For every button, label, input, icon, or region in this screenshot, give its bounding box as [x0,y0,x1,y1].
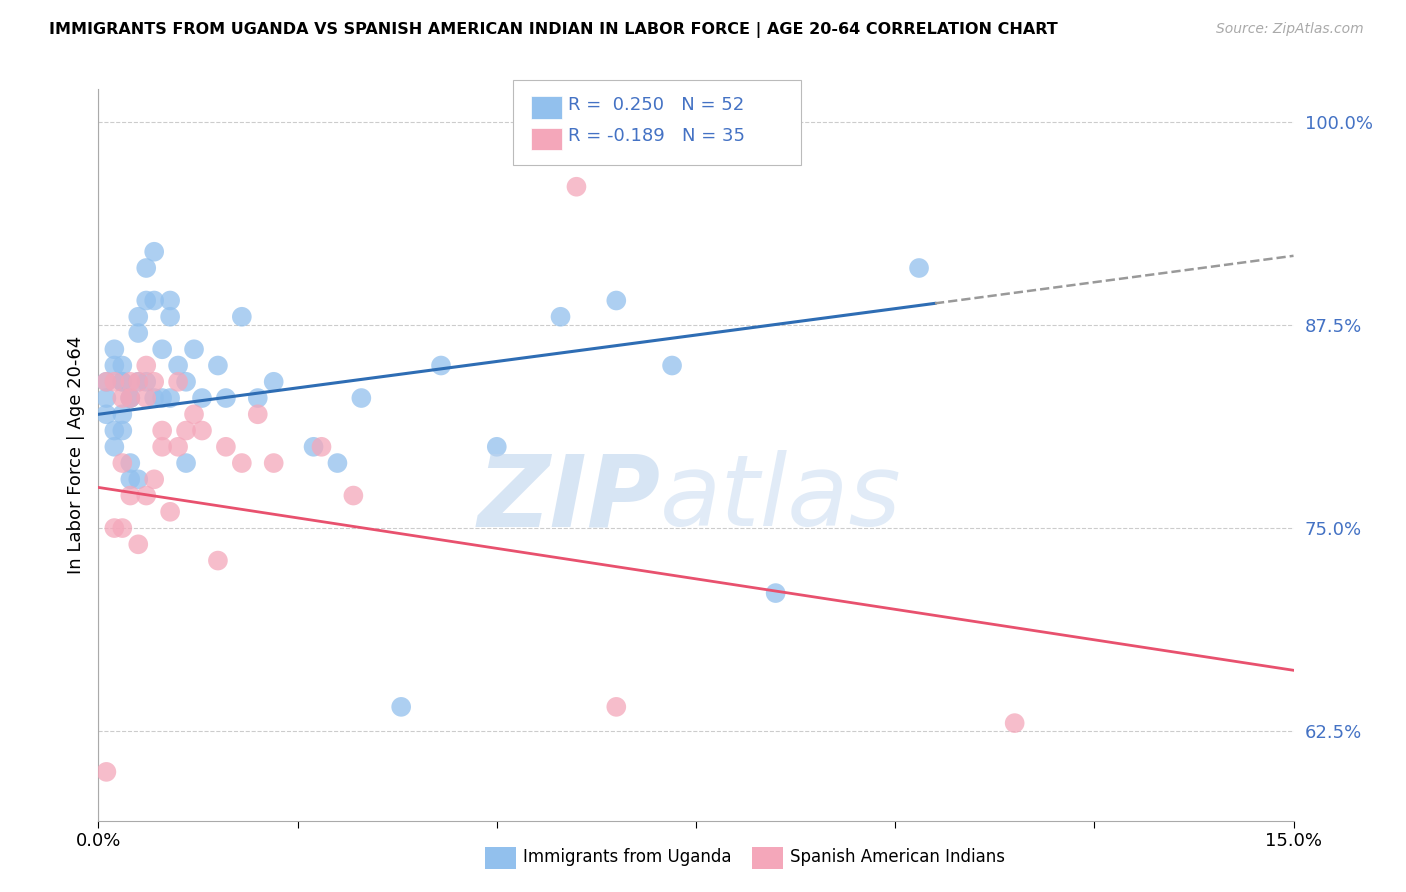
Text: ZIP: ZIP [477,450,661,548]
Point [120,489,142,503]
Point [111,521,134,535]
Point [150,391,173,405]
Point [111,375,134,389]
Point [159,391,181,405]
Point [135,375,157,389]
Point [127,326,149,340]
Point [135,489,157,503]
Point [246,407,269,421]
Point [143,293,166,308]
Point [120,391,142,405]
Point [550,310,572,324]
Y-axis label: In Labor Force | Age 20-64: In Labor Force | Age 20-64 [66,335,84,574]
Point [150,343,173,357]
Point [120,391,142,405]
Point [103,521,125,535]
Point [127,310,149,324]
Point [326,456,349,470]
Point [143,391,166,405]
Point [159,293,181,308]
Point [191,424,214,438]
Point [127,472,149,486]
Point [605,699,627,714]
Point [103,440,125,454]
Point [120,375,142,389]
Point [159,310,181,324]
Point [311,440,333,454]
Point [159,505,181,519]
Point [167,440,190,454]
Point [231,456,253,470]
Point [135,359,157,373]
Point [103,359,125,373]
Point [103,424,125,438]
Point [485,440,508,454]
Point [191,391,214,405]
Text: atlas: atlas [661,450,901,548]
Point [302,440,325,454]
Point [103,375,125,389]
Point [231,310,253,324]
Point [174,456,197,470]
Point [103,343,125,357]
Text: R =  0.250   N = 52: R = 0.250 N = 52 [568,96,744,114]
Point [96,375,118,389]
Point [127,375,149,389]
Point [183,407,205,421]
Point [207,553,229,567]
Point [135,391,157,405]
Point [127,537,149,551]
Point [908,260,931,275]
Point [174,424,197,438]
Point [430,359,453,373]
Text: Source: ZipAtlas.com: Source: ZipAtlas.com [1216,22,1364,37]
Point [342,489,364,503]
Point [183,343,205,357]
Point [111,456,134,470]
Point [111,375,134,389]
Point [605,293,627,308]
Point [135,293,157,308]
Point [215,391,238,405]
Point [120,391,142,405]
Point [246,391,269,405]
Point [111,391,134,405]
Point [96,407,118,421]
Point [120,456,142,470]
Point [143,244,166,259]
Point [96,764,118,779]
Text: IMMIGRANTS FROM UGANDA VS SPANISH AMERICAN INDIAN IN LABOR FORCE | AGE 20-64 COR: IMMIGRANTS FROM UGANDA VS SPANISH AMERIC… [49,22,1057,38]
Point [96,391,118,405]
Point [143,472,166,486]
Point [96,375,118,389]
Point [207,359,229,373]
Point [174,375,197,389]
Point [120,472,142,486]
Point [565,179,588,194]
Point [263,456,285,470]
Point [150,440,173,454]
Point [111,359,134,373]
Point [661,359,683,373]
Point [111,424,134,438]
Point [143,375,166,389]
Point [135,260,157,275]
Point [150,424,173,438]
Text: R = -0.189   N = 35: R = -0.189 N = 35 [568,128,745,145]
Point [127,375,149,389]
Point [263,375,285,389]
Point [111,407,134,421]
Point [167,359,190,373]
Point [215,440,238,454]
Point [1004,716,1026,731]
Text: Spanish American Indians: Spanish American Indians [790,848,1005,866]
Point [389,699,412,714]
Point [350,391,373,405]
Point [765,586,787,600]
Text: Immigrants from Uganda: Immigrants from Uganda [523,848,731,866]
Point [167,375,190,389]
